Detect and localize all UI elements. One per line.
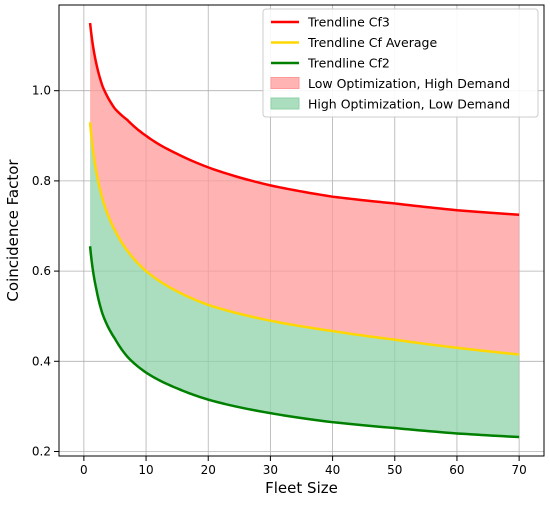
x-tick-label: 70 xyxy=(511,463,526,477)
legend-patch-swatch xyxy=(270,97,300,110)
x-tick-label: 20 xyxy=(201,463,216,477)
fill-areas xyxy=(90,23,520,438)
legend-box xyxy=(262,8,539,118)
series-line-1 xyxy=(88,122,520,356)
y-tick-label: 0.8 xyxy=(32,174,51,188)
series-line-2 xyxy=(88,246,520,439)
legend-label: Trendline Cf3 xyxy=(307,15,390,30)
y-tick-label: 0.2 xyxy=(32,444,51,458)
x-axis-label: Fleet Size xyxy=(265,479,338,497)
y-axis-ticks: 0.2 0.4 0.6 0.8 1.0 xyxy=(32,84,59,458)
x-tick-label: 40 xyxy=(325,463,340,477)
legend: Trendline Cf3 Trendline Cf Average Trendli… xyxy=(262,8,539,118)
x-axis-ticks: 0 10 20 30 40 50 60 70 xyxy=(80,456,527,477)
legend-label: Trendline Cf Average xyxy=(307,35,437,50)
y-tick-label: 0.6 xyxy=(32,264,51,278)
x-tick-label: 10 xyxy=(138,463,153,477)
series-line-0 xyxy=(88,22,520,216)
legend-label: Low Optimization, High Demand xyxy=(308,76,510,91)
legend-label: Trendline Cf2 xyxy=(307,56,390,71)
plot-frame xyxy=(58,4,545,457)
fill-area-0 xyxy=(90,23,520,355)
legend-label: High Optimization, Low Demand xyxy=(308,97,510,112)
series-lines xyxy=(88,22,520,439)
x-tick-label: 30 xyxy=(263,463,278,477)
y-tick-label: 0.4 xyxy=(32,354,51,368)
fill-area-1 xyxy=(90,122,520,438)
y-tick-label: 1.0 xyxy=(32,84,51,98)
x-tick-label: 0 xyxy=(80,463,88,477)
y-axis-label: Coincidence Factor xyxy=(4,159,22,302)
x-tick-label: 60 xyxy=(449,463,464,477)
x-tick-label: 50 xyxy=(387,463,402,477)
legend-patch-swatch xyxy=(270,77,300,89)
